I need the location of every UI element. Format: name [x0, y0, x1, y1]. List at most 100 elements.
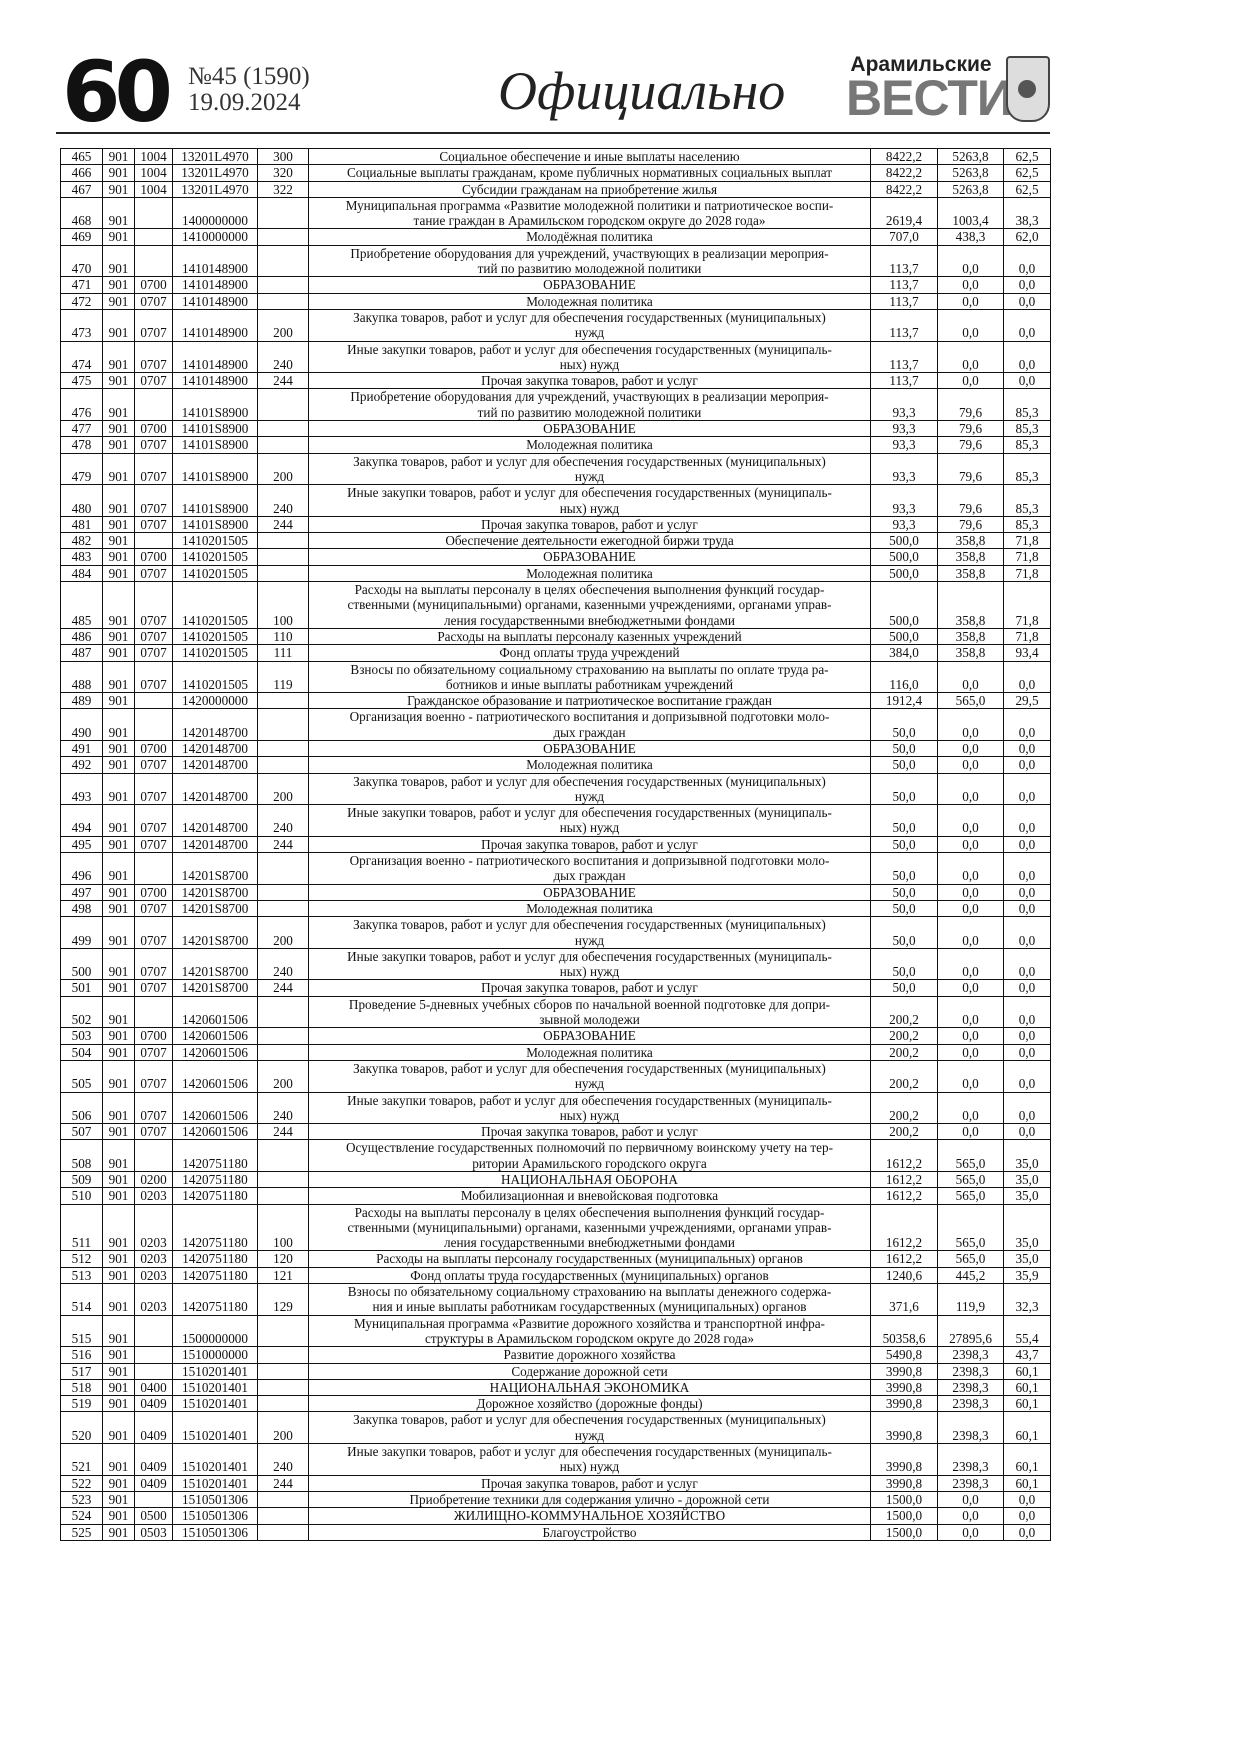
row-number: 515 — [60, 1314, 103, 1348]
executed-amount: 119,9 — [937, 1283, 1004, 1316]
row-number: 499 — [60, 916, 103, 949]
item-name: Иные закупки товаров, работ и услуг для … — [308, 947, 871, 981]
target-article: 1510000000 — [172, 1346, 258, 1364]
executed-amount: 0,0 — [937, 772, 1004, 806]
section-code — [134, 532, 173, 550]
target-article: 1500000000 — [172, 1314, 258, 1348]
table-row: 477 901 0700 14101S8900 ОБРАЗОВАНИЕ 93,3 79,6 8… — [60, 420, 1051, 438]
execution-percent: 85,3 — [1003, 484, 1051, 517]
executed-amount: 0,0 — [937, 1523, 1004, 1541]
department-code: 901 — [102, 1378, 135, 1397]
executed-amount: 0,0 — [937, 804, 1004, 837]
row-number: 502 — [60, 995, 103, 1029]
executed-amount: 0,0 — [937, 899, 1004, 918]
section-code: 0707 — [134, 340, 173, 374]
table-row: 486 901 0707 1410201505 110 Расходы на выплат… — [60, 627, 1051, 646]
department-code: 901 — [102, 372, 135, 390]
row-number: 507 — [60, 1123, 103, 1141]
section-code: 0707 — [134, 308, 173, 342]
executed-amount: 0,0 — [937, 756, 1004, 774]
section-code: 0707 — [134, 436, 173, 454]
row-number: 521 — [60, 1443, 103, 1476]
table-row: 496 901 14201S8700 Организация военно - пат… — [60, 852, 1051, 885]
target-article: 1420148700 — [172, 708, 258, 741]
item-name: Прочая закупка товаров, работ и услуг — [308, 1123, 871, 1141]
expense-type — [257, 756, 309, 774]
item-name: Молодежная политика — [308, 564, 871, 583]
planned-amount: 93,3 — [870, 420, 938, 438]
planned-amount: 3990,8 — [870, 1443, 938, 1476]
table-row: 494 901 0707 1420148700 240 Иные закупки това… — [60, 804, 1051, 837]
item-name: Муниципальная программа «Развитие дорожн… — [308, 1314, 871, 1348]
department-code: 901 — [102, 228, 135, 246]
page-number: 60 — [62, 43, 173, 141]
department-code: 901 — [102, 835, 135, 854]
table-row: 487 901 0707 1410201505 111 Фонд оплаты труда… — [60, 644, 1051, 662]
row-number: 505 — [60, 1059, 103, 1093]
row-number: 488 — [60, 660, 103, 694]
item-name: Молодежная политика — [308, 756, 871, 774]
target-article: 14101S8900 — [172, 515, 258, 534]
executed-amount: 5263,8 — [937, 180, 1004, 198]
item-name: Фонд оплаты труда государственных (муниц… — [308, 1266, 871, 1285]
target-article: 1420751180 — [172, 1283, 258, 1316]
logo-line2: ВЕСТИ — [846, 70, 1013, 126]
executed-amount: 0,0 — [937, 1490, 1004, 1509]
planned-amount: 384,0 — [870, 644, 938, 662]
execution-percent: 38,3 — [1003, 196, 1051, 230]
expense-type: 240 — [257, 1443, 309, 1476]
table-row: 492 901 0707 1420148700 Молодежная политика 5… — [60, 756, 1051, 774]
executed-amount: 358,8 — [937, 564, 1004, 583]
executed-amount: 27895,6 — [937, 1314, 1004, 1348]
table-row: 523 901 1510501306 Приобретение техники для… — [60, 1490, 1051, 1509]
expense-type: 240 — [257, 804, 309, 837]
section-code — [134, 1314, 173, 1348]
section-code: 0707 — [134, 804, 173, 837]
section-code: 0707 — [134, 1059, 173, 1093]
execution-percent: 85,3 — [1003, 436, 1051, 454]
execution-percent: 35,0 — [1003, 1203, 1051, 1252]
department-code: 901 — [102, 1170, 135, 1189]
expense-type — [257, 388, 309, 422]
section-code: 0409 — [134, 1474, 173, 1492]
target-article: 14201S8700 — [172, 852, 258, 885]
item-name: Молодежная политика — [308, 899, 871, 918]
section-code: 0707 — [134, 756, 173, 774]
issue-info: №45 (1590) 19.09.2024 — [188, 64, 310, 116]
planned-amount: 1500,0 — [870, 1507, 938, 1525]
planned-amount: 8422,2 — [870, 164, 938, 182]
department-code: 901 — [102, 1139, 135, 1172]
planned-amount: 113,7 — [870, 292, 938, 310]
execution-percent: 0,0 — [1003, 979, 1051, 997]
planned-amount: 1912,4 — [870, 692, 938, 710]
planned-amount: 500,0 — [870, 548, 938, 566]
target-article: 1410148900 — [172, 372, 258, 390]
table-row: 520 901 0409 1510201401 200 Закупка товаров, … — [60, 1411, 1051, 1445]
planned-amount: 50,0 — [870, 899, 938, 918]
row-number: 518 — [60, 1378, 103, 1397]
section-code: 0707 — [134, 627, 173, 646]
execution-percent: 0,0 — [1003, 835, 1051, 854]
expense-type — [257, 1139, 309, 1172]
expense-type — [257, 244, 309, 278]
executed-amount: 0,0 — [937, 852, 1004, 885]
planned-amount: 5490,8 — [870, 1346, 938, 1364]
expense-type — [257, 420, 309, 438]
executed-amount: 2398,3 — [937, 1474, 1004, 1492]
expense-type: 322 — [257, 180, 309, 198]
item-name: Расходы на выплаты персоналу в целях обе… — [308, 581, 871, 629]
item-name: Развитие дорожного хозяйства — [308, 1346, 871, 1364]
executed-amount: 0,0 — [937, 660, 1004, 694]
issue-date: 19.09.2024 — [188, 89, 301, 116]
table-row: 516 901 1510000000 Развитие дорожного хозяй… — [60, 1346, 1051, 1364]
expense-type: 100 — [257, 581, 309, 629]
section-code: 0707 — [134, 581, 173, 629]
target-article: 1410201505 — [172, 644, 258, 662]
department-code: 901 — [102, 644, 135, 662]
target-article: 1510201401 — [172, 1411, 258, 1445]
section-code: 0700 — [134, 883, 173, 901]
target-article: 1510501306 — [172, 1523, 258, 1541]
execution-percent: 0,0 — [1003, 276, 1051, 294]
section-code — [134, 995, 173, 1029]
logo-line1: Арамильские — [850, 53, 992, 76]
